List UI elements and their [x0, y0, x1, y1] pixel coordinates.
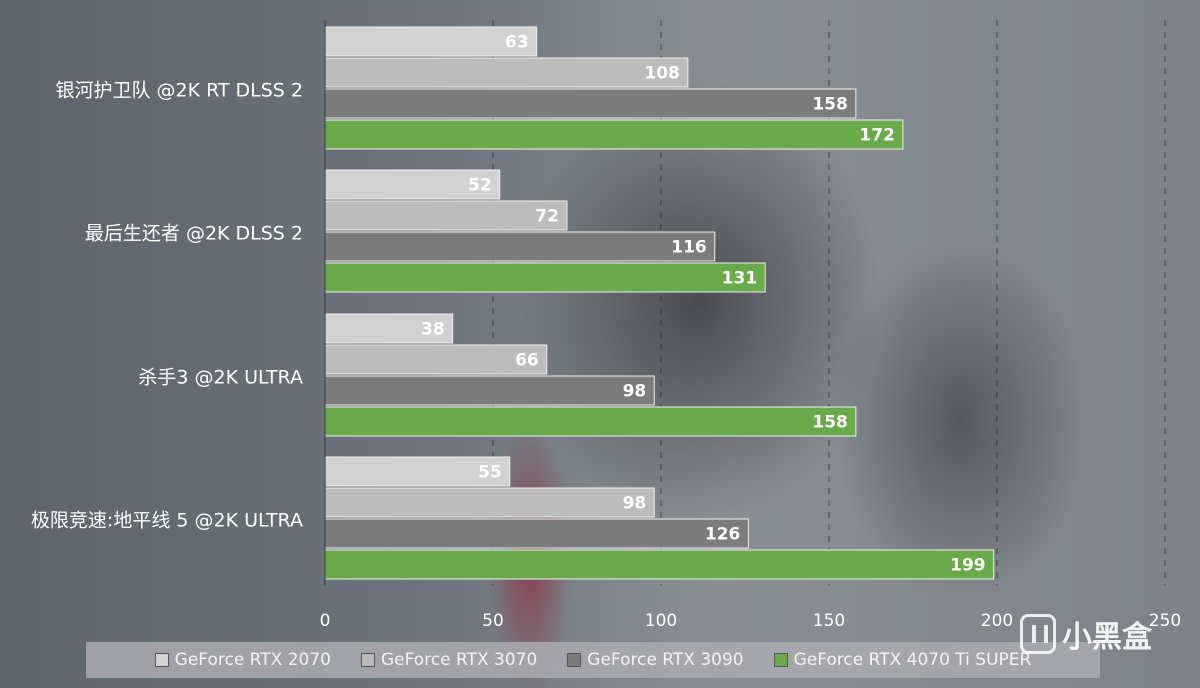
bar — [324, 262, 766, 293]
data-label: 98 — [623, 494, 647, 514]
legend-label: GeForce RTX 3090 — [587, 650, 744, 670]
category-label: 极限竞速:地平线 5 @2K ULTRA — [31, 510, 303, 532]
watermark-text: 小黑盒 — [1062, 620, 1152, 655]
data-label: 52 — [468, 176, 492, 196]
watermark: 小黑盒 — [1020, 612, 1152, 656]
data-label: 72 — [535, 207, 559, 227]
bar — [324, 518, 749, 549]
category-label: 杀手3 @2K ULTRA — [138, 367, 303, 389]
legend-swatch — [567, 653, 582, 667]
data-label: 116 — [671, 238, 707, 258]
data-label: 55 — [478, 463, 502, 483]
legend-item: GeForce RTX 4070 Ti SUPER — [773, 650, 1032, 670]
bar-chart: 0 50 100 150 200 250 银河护卫队 @2K RT DLSS 2 63 108 1… — [31, 20, 1181, 631]
bar — [324, 88, 857, 119]
bar — [324, 169, 501, 200]
legend-label: GeForce RTX 2070 — [174, 650, 331, 670]
legend-item: GeForce RTX 3090 — [567, 650, 744, 670]
bar — [324, 344, 548, 375]
data-label: 63 — [505, 33, 529, 53]
legend-item: GeForce RTX 3070 — [360, 650, 538, 670]
x-tick-label: 200 — [981, 611, 1013, 631]
category-label: 最后生还者 @2K DLSS 2 — [85, 223, 303, 245]
x-tick-label: 0 — [320, 611, 331, 631]
x-tick-label: 150 — [813, 611, 845, 631]
x-tick-label: 100 — [645, 611, 677, 631]
data-label: 108 — [644, 64, 680, 84]
data-label: 199 — [950, 556, 986, 576]
data-label: 131 — [722, 269, 758, 289]
legend-label: GeForce RTX 4070 Ti SUPER — [793, 650, 1032, 670]
data-label: 38 — [421, 320, 445, 340]
data-label: 98 — [623, 382, 647, 402]
legend-swatch — [154, 653, 169, 667]
data-label: 158 — [812, 95, 848, 115]
category-label: 银河护卫队 @2K RT DLSS 2 — [55, 80, 303, 102]
legend-label: GeForce RTX 3070 — [380, 650, 538, 670]
heybox-logo-icon — [1020, 614, 1056, 654]
data-label: 126 — [705, 525, 741, 545]
x-tick-label: 250 — [1149, 611, 1181, 631]
bar — [324, 406, 857, 437]
legend-swatch — [773, 653, 788, 667]
data-label: 66 — [515, 351, 539, 371]
legend-item: GeForce RTX 2070 — [154, 650, 331, 670]
x-tick-label: 50 — [482, 611, 504, 631]
bar — [324, 549, 995, 580]
bar — [324, 119, 904, 150]
bar — [324, 375, 655, 406]
bar — [324, 57, 689, 88]
data-label: 158 — [812, 413, 848, 433]
bar — [324, 231, 716, 262]
legend-swatch — [360, 653, 375, 667]
chart-legend: GeForce RTX 2070 GeForce RTX 3070 GeForce … — [86, 642, 1100, 678]
data-label: 172 — [859, 126, 895, 146]
bar — [324, 487, 655, 518]
bar — [324, 200, 568, 231]
